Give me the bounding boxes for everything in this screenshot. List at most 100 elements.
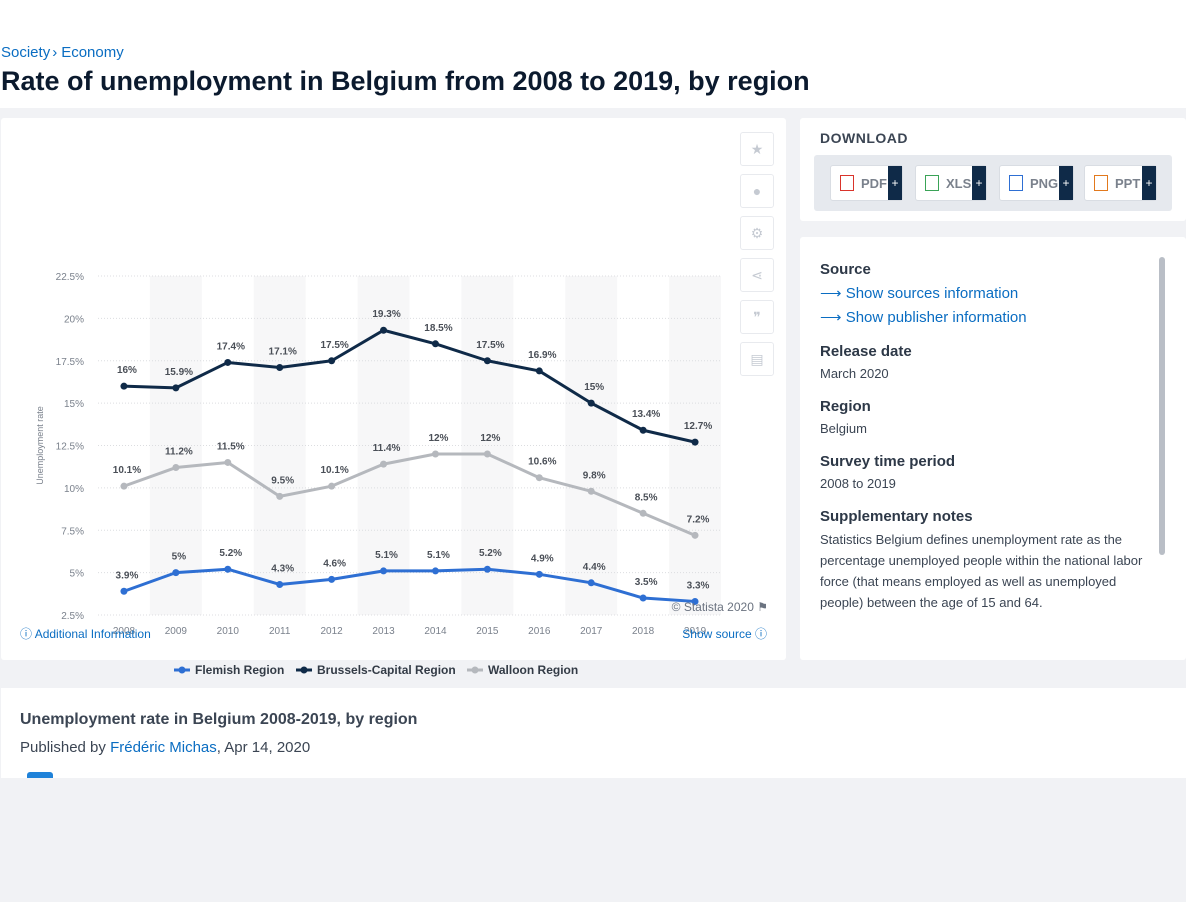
breadcrumb: Society › Economy — [1, 44, 124, 61]
data-label: 5.1% — [427, 550, 450, 561]
data-label: 3.9% — [116, 570, 139, 581]
data-point — [587, 579, 595, 587]
legend-label: Walloon Region — [488, 663, 578, 677]
data-label: 7.2% — [687, 514, 710, 525]
publication-tab-marker[interactable] — [27, 772, 53, 778]
y-tick-label: 7.5% — [61, 526, 84, 537]
notification-bell-icon[interactable]: ● — [740, 174, 774, 208]
plus-icon[interactable]: + — [972, 166, 986, 200]
breadcrumb-separator-icon: › — [52, 44, 58, 61]
data-point — [328, 482, 336, 490]
data-label: 5.2% — [219, 548, 242, 559]
data-point — [276, 364, 284, 372]
legend-marker — [178, 666, 186, 674]
y-tick-label: 10% — [64, 484, 84, 495]
page-title: Rate of unemployment in Belgium from 200… — [1, 66, 810, 96]
data-label: 4.3% — [271, 563, 294, 574]
data-label: 5.1% — [375, 550, 398, 561]
data-label: 16.9% — [528, 350, 556, 361]
supplementary-notes-heading: Supplementary notes — [820, 508, 973, 525]
download-xls-button[interactable]: XLS + — [915, 165, 987, 201]
show-sources-link[interactable]: ⟶ Show sources information — [820, 284, 1018, 302]
data-label: 10.6% — [528, 457, 556, 468]
x-tick-label: 2010 — [217, 626, 240, 637]
x-tick-label: 2019 — [684, 626, 707, 637]
data-point — [483, 565, 491, 573]
info-circle-icon: ⓘ — [754, 627, 767, 641]
plus-icon[interactable]: + — [888, 166, 902, 200]
data-label: 12.7% — [684, 421, 712, 432]
settings-gear-icon[interactable]: ⚙ — [740, 216, 774, 250]
plus-icon[interactable]: + — [1059, 166, 1073, 200]
release-date-value: March 2020 — [820, 366, 889, 381]
data-label: 10.1% — [320, 465, 348, 476]
scrollbar-thumb[interactable] — [1159, 257, 1165, 555]
chart-toolbar: ★ ● ⚙ ⋖ ❞ ▤ — [740, 132, 774, 384]
y-tick-label: 12.5% — [56, 442, 84, 453]
download-xls-label: XLS — [946, 175, 972, 191]
share-icon[interactable]: ⋖ — [740, 258, 774, 292]
data-point — [691, 597, 699, 605]
data-point — [224, 565, 232, 573]
data-point — [380, 460, 388, 468]
show-source-label: Show source — [682, 627, 752, 641]
x-tick-label: 2018 — [632, 626, 655, 637]
survey-period-value: 2008 to 2019 — [820, 476, 896, 491]
data-label: 4.4% — [583, 562, 606, 573]
download-panel: DOWNLOAD PDF + XLS + PNG + PPT + — [800, 118, 1186, 221]
data-label: 3.3% — [687, 580, 710, 591]
data-point — [587, 487, 595, 495]
x-tick-label: 2008 — [113, 626, 136, 637]
info-circle-icon: ⓘ — [20, 627, 33, 641]
breadcrumb-item-society[interactable]: Society — [1, 44, 51, 61]
top-header: Society › Economy Rate of unemployment in … — [0, 0, 1186, 108]
data-point — [535, 367, 543, 375]
publication-date: , Apr 14, 2020 — [216, 739, 311, 756]
favorite-star-icon[interactable]: ★ — [740, 132, 774, 166]
data-label: 11.4% — [373, 443, 401, 454]
data-label: 5% — [172, 552, 187, 563]
author-link[interactable]: Frédéric Michas — [110, 739, 217, 756]
y-tick-label: 15% — [64, 399, 84, 410]
data-point — [639, 594, 647, 602]
data-label: 12% — [480, 433, 500, 444]
data-label: 11.2% — [165, 447, 193, 458]
download-title: DOWNLOAD — [820, 130, 908, 146]
data-point — [120, 587, 128, 595]
data-point — [224, 458, 232, 466]
data-label: 8.5% — [635, 492, 658, 503]
data-point — [639, 426, 647, 434]
data-point — [276, 580, 284, 588]
flag-icon[interactable]: ⚑ — [757, 600, 768, 614]
plus-icon[interactable]: + — [1142, 166, 1156, 200]
download-png-button[interactable]: PNG + — [999, 165, 1074, 201]
series-line — [123, 452, 696, 537]
data-point — [328, 575, 336, 583]
data-label: 17.1% — [269, 347, 297, 358]
copyright-notice: © Statista 2020 ⚑ — [672, 600, 768, 614]
download-ppt-button[interactable]: PPT + — [1084, 165, 1157, 201]
pdf-file-icon — [840, 175, 854, 191]
survey-period-heading: Survey time period — [820, 453, 956, 470]
data-point — [380, 567, 388, 575]
download-pdf-button[interactable]: PDF + — [830, 165, 903, 201]
x-tick-label: 2017 — [580, 626, 603, 637]
x-tick-label: 2012 — [321, 626, 344, 637]
additional-information-link[interactable]: ⓘ Additional Information — [20, 625, 151, 642]
breadcrumb-item-economy[interactable]: Economy — [61, 44, 124, 61]
data-point — [172, 569, 180, 577]
x-tick-label: 2015 — [476, 626, 499, 637]
data-point — [172, 464, 180, 472]
data-point — [639, 509, 647, 517]
data-label: 10.1% — [113, 465, 141, 476]
y-tick-label: 22.5% — [56, 272, 84, 283]
region-value: Belgium — [820, 421, 867, 436]
cite-quote-icon[interactable]: ❞ — [740, 300, 774, 334]
supplementary-notes-text: Statistics Belgium defines unemployment … — [820, 532, 1143, 610]
data-label: 4.6% — [323, 558, 346, 569]
data-point — [691, 531, 699, 539]
show-source-link[interactable]: Show source ⓘ — [682, 625, 767, 642]
print-icon[interactable]: ▤ — [740, 342, 774, 376]
data-label: 18.5% — [424, 323, 452, 334]
show-publisher-link[interactable]: ⟶ Show publisher information — [820, 308, 1027, 326]
